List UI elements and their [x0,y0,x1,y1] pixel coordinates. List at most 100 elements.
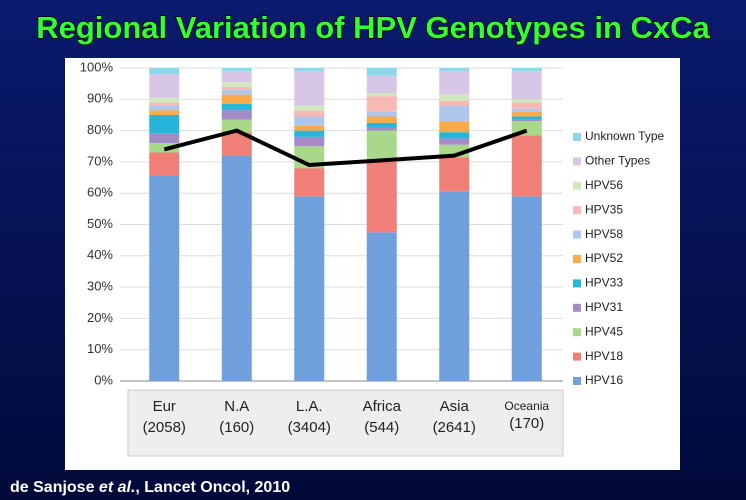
bar-segment [294,196,325,381]
legend-label: Other Types [585,154,650,168]
y-tick-label: 90% [87,91,113,106]
bar-segment [149,74,180,98]
bar-segment [511,108,542,112]
bar-segment [366,75,397,94]
bar-segment [366,122,397,128]
bar-segment [511,111,542,117]
x-tick-label: (2641) [433,419,476,436]
x-tick-label: N.A [224,398,249,415]
bar-segment [366,127,397,131]
bar-segment [221,155,252,381]
legend-label: HPV45 [585,324,623,338]
bar-segment [439,68,470,72]
legend-label: HPV52 [585,251,623,265]
bar-segment [366,93,397,97]
x-tick-label: (544) [364,419,399,436]
x-tick-label: Oceania [504,399,549,413]
legend-label: HPV31 [585,300,623,314]
bar-segment [149,133,180,144]
x-tick-label: Africa [363,398,402,415]
legend-swatch [573,133,581,141]
legend-swatch [573,157,581,166]
legend-swatch [573,352,581,361]
x-tick-label: (170) [509,415,544,432]
bar-segment [439,132,470,139]
category-panel [127,389,564,457]
y-tick-label: 70% [87,153,113,168]
bar-segment [294,110,325,117]
legend-label: Unknown Type [585,129,664,143]
bar-segment [149,102,180,106]
bar-segment [366,116,397,123]
x-tick-label: Asia [440,398,470,415]
citation-author: de Sanjose [10,479,99,496]
bar-segment [366,96,397,112]
line-series [163,128,528,168]
bar-segment [294,130,325,137]
bar-segment [439,105,470,122]
bar-segment [366,161,397,233]
bar-segment [511,135,542,197]
legend-swatch [573,377,581,385]
bar-segment [511,116,542,120]
bar-segment [366,232,397,381]
bar-segment [221,94,252,104]
bar-segment [439,121,470,133]
bar-segment [149,110,180,115]
x-tick-label: (160) [219,419,254,436]
bar-segment [366,68,397,76]
bar-segment [439,71,470,95]
bar-segment [294,136,325,147]
y-tick-label: 100% [80,59,114,74]
bar-segment [221,119,252,133]
x-tick-label: L.A. [296,398,323,415]
legend-swatch [573,181,581,190]
legend-label: HPV18 [585,349,623,363]
bar-segment [294,71,325,106]
title: Regional Variation of HPV Genotypes in C… [36,10,710,45]
y-tick-label: 0% [94,372,113,387]
bar-segment [439,138,470,145]
bar-segment [149,105,180,111]
citation: de Sanjose et al., Lancet Oncol, 2010 [10,479,290,496]
legend-label: HPV56 [585,178,623,192]
legend-label: HPV33 [585,276,623,290]
bar-segment [294,125,325,131]
bar-segment [221,103,252,111]
y-tick-label: 30% [87,279,113,294]
bar-segment [149,152,180,176]
bar-segment [439,100,470,106]
x-tick-label: Eur [153,398,176,415]
bar-segment [294,168,325,197]
citation-rest: , Lancet Oncol, 2010 [135,479,290,496]
bar-segment [149,175,180,381]
y-tick-label: 60% [87,185,113,200]
legend-swatch [573,206,581,215]
x-tick-label: (2058) [143,419,186,436]
bar-segment [294,105,325,111]
bar-segment [439,94,470,101]
bar-segment [439,191,470,381]
legend-label: HPV16 [585,373,623,387]
legend-swatch [573,255,581,263]
legend-label: HPV58 [585,227,623,241]
bar-segment [511,99,542,103]
bar-segment [366,130,397,162]
bar-segment [294,116,325,126]
bar-segment [221,86,252,90]
bar-segment [149,114,180,134]
bar-segment [294,68,325,72]
bar-segment [221,71,252,83]
bar-segment [511,196,542,381]
bar-segment [221,110,252,120]
legend-swatch [573,303,581,312]
citation-etal: et al. [99,479,135,496]
y-tick-label: 80% [87,122,113,137]
y-tick-label: 20% [87,310,113,325]
bar-segment [511,68,542,72]
y-tick-label: 40% [87,247,113,262]
bar-segment [511,119,542,122]
legend-swatch [573,230,581,239]
